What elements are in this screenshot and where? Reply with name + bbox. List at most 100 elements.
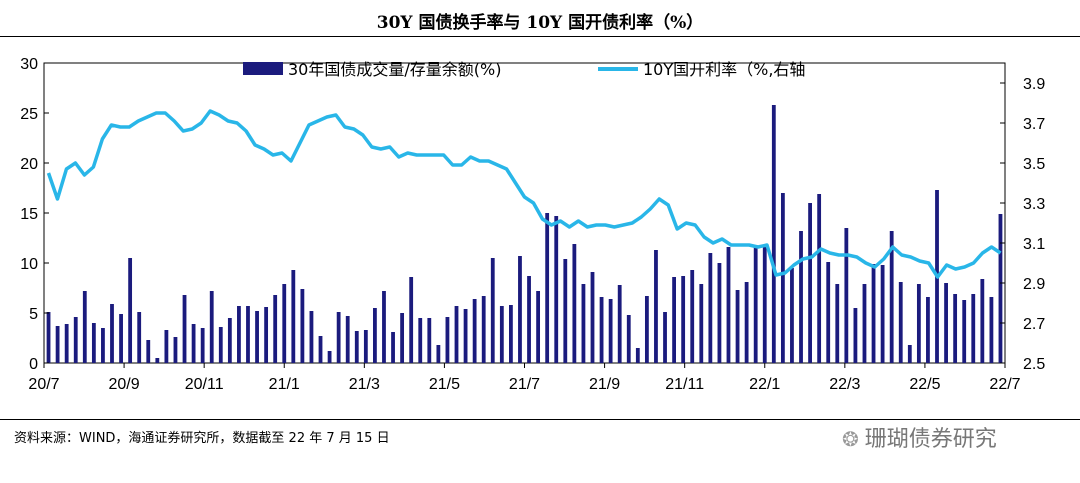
bar — [200, 328, 205, 363]
x-tick-label: 22/1 — [749, 376, 780, 393]
bar — [499, 306, 504, 363]
bar — [744, 282, 749, 363]
left-tick-label: 0 — [29, 356, 38, 373]
source-note: 资料来源：WIND，海通证券研究所，数据截至 22 年 7 月 15 日 — [14, 431, 390, 446]
bar — [55, 326, 60, 363]
bar — [989, 297, 994, 363]
legend: 30年国债成交量/存量余额(%) 10Y国开利率（%,右轴 — [243, 60, 805, 79]
left-tick-label: 10 — [20, 256, 38, 273]
bar — [998, 214, 1003, 363]
bar — [626, 315, 631, 363]
bar — [463, 309, 468, 363]
bar — [835, 284, 840, 363]
bar — [753, 245, 758, 363]
bar — [944, 283, 948, 363]
bar — [590, 272, 595, 363]
bar — [490, 258, 495, 363]
bar — [155, 358, 160, 363]
bar — [717, 263, 722, 363]
bar — [554, 216, 559, 363]
bar — [409, 277, 414, 363]
x-tick-label: 22/3 — [829, 376, 860, 393]
bar — [237, 306, 241, 363]
bar — [980, 279, 985, 363]
bar — [708, 253, 713, 363]
bar — [681, 276, 686, 363]
bar — [119, 314, 123, 363]
right-tick-label: 3.1 — [1023, 236, 1045, 253]
legend-line-label: 10Y国开利率（%,右轴 — [643, 60, 805, 79]
x-tick-label: 21/9 — [589, 376, 620, 393]
bar — [726, 247, 731, 363]
bar — [110, 304, 114, 363]
bar — [472, 299, 477, 363]
x-tick-label: 21/11 — [665, 376, 704, 393]
bar — [354, 331, 359, 363]
legend-bar-label: 30年国债成交量/存量余额(%) — [288, 60, 501, 79]
bar — [73, 317, 78, 363]
right-tick-label: 2.5 — [1023, 356, 1045, 373]
bar — [690, 270, 695, 363]
right-tick-label: 3.3 — [1023, 196, 1045, 213]
bar — [291, 270, 296, 363]
bar — [518, 256, 522, 363]
bar — [300, 289, 305, 363]
bar — [762, 245, 767, 363]
x-tick-label: 21/7 — [509, 376, 540, 393]
legend-bar-swatch — [243, 62, 283, 75]
bar — [527, 276, 531, 363]
bar — [871, 264, 876, 363]
bar — [971, 294, 976, 363]
bar — [164, 330, 169, 363]
bar — [327, 351, 332, 363]
bar — [427, 318, 432, 363]
bar — [101, 328, 105, 363]
bar — [771, 105, 776, 363]
bar — [953, 294, 958, 363]
bar — [191, 324, 196, 363]
bar — [672, 277, 676, 363]
bar — [536, 291, 541, 363]
bar — [436, 345, 441, 363]
left-tick-label: 20 — [20, 156, 38, 173]
bar — [400, 313, 405, 363]
bar — [218, 327, 223, 363]
bar — [481, 296, 486, 363]
bar — [391, 332, 395, 363]
bar — [345, 316, 350, 363]
bar — [146, 340, 151, 363]
watermark-text: 珊瑚债券研究 — [864, 427, 997, 452]
bar — [644, 296, 649, 363]
bar — [373, 308, 377, 363]
bar — [309, 311, 314, 363]
watermark: ❂ 珊瑚债券研究 — [842, 421, 997, 453]
bar — [545, 213, 550, 363]
axes: 0 5 10 15 20 25 30 2.5 2.7 2.9 3.1 3.3 3.5 3.7 3.9 20/7… — [20, 56, 1045, 393]
bar — [817, 194, 822, 363]
bar — [962, 300, 967, 363]
bar — [273, 295, 278, 363]
bar — [572, 244, 577, 363]
plot-border — [43, 62, 1006, 364]
bar — [64, 324, 69, 363]
footer-rule — [0, 419, 1080, 420]
left-tick-label: 30 — [20, 56, 38, 73]
bar — [808, 203, 812, 363]
bar — [889, 231, 894, 363]
bar — [699, 284, 704, 363]
bar — [790, 268, 794, 363]
bar — [209, 291, 214, 363]
right-tick-label: 2.7 — [1023, 316, 1045, 333]
bar — [382, 291, 386, 363]
left-tick-label: 15 — [20, 206, 38, 223]
bar — [853, 308, 858, 363]
bar — [617, 285, 622, 363]
bar — [663, 312, 667, 363]
wechat-icon: ❂ — [842, 427, 859, 451]
plot-frame — [43, 62, 1006, 364]
x-tick-label: 20/11 — [185, 376, 224, 393]
bar — [799, 231, 803, 363]
chart-area: 0 5 10 15 20 25 30 2.5 2.7 2.9 3.1 3.3 3.5 3.7 3.9 20/7… — [20, 56, 1045, 393]
x-tick-label: 20/7 — [28, 376, 59, 393]
line-series — [46, 109, 1002, 279]
